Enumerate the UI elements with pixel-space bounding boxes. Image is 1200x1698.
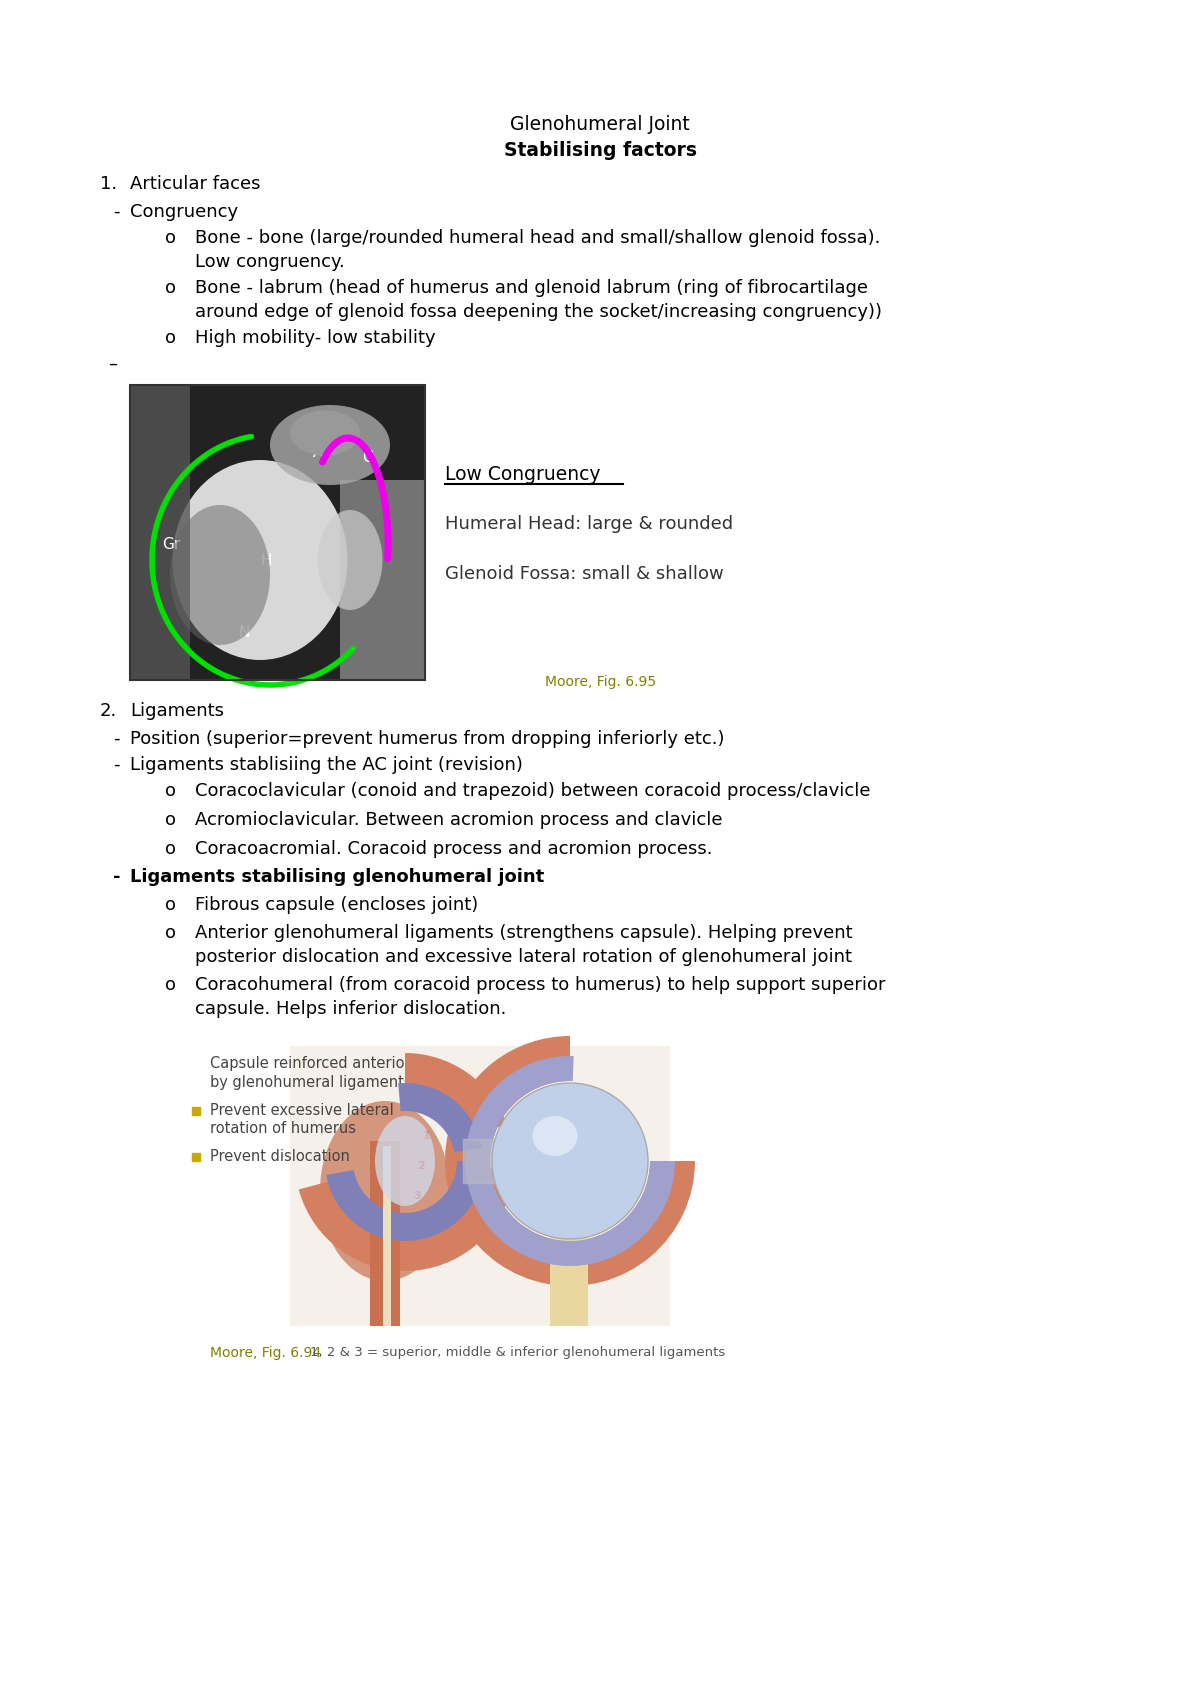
Text: posterior dislocation and excessive lateral rotation of glenohumeral joint: posterior dislocation and excessive late… [194,947,852,966]
Ellipse shape [318,509,383,610]
Text: 2.: 2. [100,701,118,720]
Text: Gr: Gr [162,537,180,552]
Text: 3: 3 [413,1190,421,1200]
Text: o: o [166,278,176,297]
Text: o: o [166,812,176,829]
Ellipse shape [320,1100,450,1280]
Wedge shape [406,1053,506,1141]
Wedge shape [466,1117,674,1267]
Text: o: o [166,783,176,800]
Text: Position (superior=prevent humerus from dropping inferiorly etc.): Position (superior=prevent humerus from … [130,730,725,749]
Text: Moore, Fig. 6.95: Moore, Fig. 6.95 [545,676,656,689]
Text: Glenoid Fossa: small & shallow: Glenoid Fossa: small & shallow [445,565,724,582]
Bar [550,1141,588,1326]
Text: o: o [166,897,176,914]
Text: 2: 2 [418,1161,425,1172]
Text: Low congruency.: Low congruency. [194,253,344,272]
Wedge shape [299,1167,515,1272]
Text: Articular faces: Articular faces [130,175,260,194]
Bar [340,481,425,679]
Text: High mobility- low stability: High mobility- low stability [194,329,436,346]
Text: Bone - labrum (head of humerus and glenoid labrum (ring of fibrocartilage: Bone - labrum (head of humerus and gleno… [194,278,868,297]
Wedge shape [326,1161,485,1241]
Ellipse shape [374,1116,436,1206]
Text: –: – [108,355,118,374]
Bar [130,385,190,679]
Text: Bone - bone (large/rounded humeral head and small/shallow glenoid fossa).: Bone - bone (large/rounded humeral head … [194,229,881,246]
Text: o: o [166,841,176,857]
Bar [130,385,425,679]
Text: 1.: 1. [100,175,118,194]
Circle shape [492,1083,648,1240]
Text: Ligaments stabilising glenohumeral joint: Ligaments stabilising glenohumeral joint [130,868,545,886]
Text: Capsule reinforced anteriorly: Capsule reinforced anteriorly [210,1056,424,1071]
Text: Ligaments stablisiing the AC joint (revision): Ligaments stablisiing the AC joint (revi… [130,756,523,774]
Ellipse shape [270,406,390,486]
Text: 1, 2 & 3 = superior, middle & inferior glenohumeral ligaments: 1, 2 & 3 = superior, middle & inferior g… [310,1347,725,1358]
Text: Coracohumeral (from coracoid process to humerus) to help support superior: Coracohumeral (from coracoid process to … [194,976,886,993]
Bar [290,1046,670,1326]
Text: o: o [166,229,176,246]
Bar [383,1146,391,1326]
Text: 1: 1 [424,1131,431,1141]
Text: A: A [313,445,323,460]
Text: -: - [113,730,120,749]
Text: Anterior glenohumeral ligaments (strengthens capsule). Helping prevent: Anterior glenohumeral ligaments (strengt… [194,924,853,942]
Text: Fibrous capsule (encloses joint): Fibrous capsule (encloses joint) [194,897,479,914]
Text: o: o [166,976,176,993]
Text: o: o [166,924,176,942]
Wedge shape [467,1056,574,1144]
Text: Moore, Fig. 6.94: Moore, Fig. 6.94 [210,1347,322,1360]
Text: by glenohumeral ligaments: by glenohumeral ligaments [210,1075,412,1090]
Text: rotation of humerus: rotation of humerus [210,1121,356,1136]
Text: Coracoacromial. Coracoid process and acromion process.: Coracoacromial. Coracoid process and acr… [194,841,713,857]
Text: capsule. Helps inferior dislocation.: capsule. Helps inferior dislocation. [194,1000,506,1019]
Bar [370,1141,400,1326]
Text: -: - [113,204,120,221]
Bar [130,385,425,679]
Ellipse shape [170,504,270,645]
Text: Acromioclavicular. Between acromion process and clavicle: Acromioclavicular. Between acromion proc… [194,812,722,829]
Text: -: - [113,868,120,886]
Text: Congruency: Congruency [130,204,238,221]
Wedge shape [398,1083,482,1153]
Text: Coracoclavicular (conoid and trapezoid) between coracoid process/clavicle: Coracoclavicular (conoid and trapezoid) … [194,783,870,800]
Text: H: H [260,554,271,569]
Text: -: - [113,756,120,774]
Text: Stabilising factors: Stabilising factors [504,141,696,160]
Ellipse shape [173,460,348,661]
Text: Prevent dislocation: Prevent dislocation [210,1150,350,1165]
Text: Low Congruency: Low Congruency [445,465,600,484]
Text: Glenohumeral Joint: Glenohumeral Joint [510,115,690,134]
Text: C: C [362,450,373,465]
Text: Ligaments: Ligaments [130,701,224,720]
Ellipse shape [533,1116,577,1156]
Text: around edge of glenoid fossa deepening the socket/increasing congruency)): around edge of glenoid fossa deepening t… [194,302,882,321]
Wedge shape [445,1119,695,1285]
Wedge shape [449,1036,570,1141]
Text: Humeral Head: large & rounded: Humeral Head: large & rounded [445,514,733,533]
Text: Prevent excessive lateral: Prevent excessive lateral [210,1104,394,1117]
Text: o: o [166,329,176,346]
Ellipse shape [290,411,360,455]
Text: N: N [238,625,250,640]
